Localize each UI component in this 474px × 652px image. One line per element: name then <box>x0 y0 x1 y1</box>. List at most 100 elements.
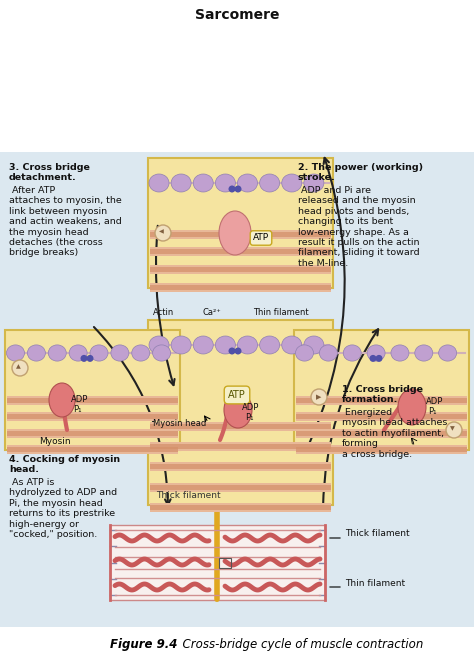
Ellipse shape <box>149 336 169 354</box>
Ellipse shape <box>215 174 236 192</box>
Ellipse shape <box>343 345 361 361</box>
Ellipse shape <box>446 422 462 438</box>
Ellipse shape <box>237 174 257 192</box>
Ellipse shape <box>90 345 108 361</box>
Ellipse shape <box>149 174 169 192</box>
Bar <box>150 483 331 492</box>
Ellipse shape <box>153 345 171 361</box>
Ellipse shape <box>260 336 280 354</box>
Ellipse shape <box>235 348 241 355</box>
Text: Actin: Actin <box>153 308 174 317</box>
Text: 2. The power (working)
stroke.: 2. The power (working) stroke. <box>298 163 423 183</box>
Ellipse shape <box>415 345 433 361</box>
Ellipse shape <box>228 186 236 192</box>
Bar <box>296 398 467 403</box>
Text: P₁: P₁ <box>73 405 82 414</box>
Text: 1. Cross bridge
formation.: 1. Cross bridge formation. <box>342 385 423 404</box>
Bar <box>7 431 178 436</box>
Text: Energized
myosin head attaches
to actin myofilament,
forming
a cross bridge.: Energized myosin head attaches to actin … <box>342 408 447 458</box>
Ellipse shape <box>311 389 327 405</box>
Text: Myosin head: Myosin head <box>153 419 206 428</box>
Bar <box>150 285 331 290</box>
Bar <box>296 412 467 421</box>
Ellipse shape <box>375 355 383 362</box>
Ellipse shape <box>304 174 324 192</box>
Ellipse shape <box>235 186 241 192</box>
Text: ATP: ATP <box>253 233 269 243</box>
Bar <box>294 330 469 450</box>
Ellipse shape <box>228 348 236 355</box>
Bar <box>150 422 331 431</box>
Text: Thick filament: Thick filament <box>156 491 220 500</box>
Bar <box>150 267 331 272</box>
Ellipse shape <box>171 174 191 192</box>
Ellipse shape <box>193 336 213 354</box>
Text: ADP and Pi are
released and the myosin
head pivots and bends,
changing to its be: ADP and Pi are released and the myosin h… <box>298 186 419 268</box>
Text: Thick filament: Thick filament <box>345 529 410 539</box>
Bar <box>7 396 178 405</box>
Bar <box>150 462 331 471</box>
Ellipse shape <box>224 392 252 428</box>
Text: Thin filament: Thin filament <box>253 308 309 317</box>
Text: ▶: ▶ <box>316 394 321 400</box>
Bar <box>150 265 331 274</box>
Bar <box>150 485 331 490</box>
Bar <box>296 396 467 405</box>
Bar <box>150 247 331 256</box>
Ellipse shape <box>295 345 313 361</box>
Ellipse shape <box>48 345 66 361</box>
Ellipse shape <box>367 345 385 361</box>
Text: 3. Cross bridge
detachment.: 3. Cross bridge detachment. <box>9 163 90 183</box>
Ellipse shape <box>27 345 46 361</box>
Text: ADP: ADP <box>242 403 259 412</box>
Bar <box>150 424 331 429</box>
Bar <box>150 444 331 449</box>
Ellipse shape <box>132 345 150 361</box>
Text: ▼: ▼ <box>450 426 455 431</box>
Ellipse shape <box>81 355 88 362</box>
Bar <box>5 330 180 450</box>
Bar <box>150 230 331 239</box>
Bar <box>150 505 331 510</box>
Bar <box>7 445 178 454</box>
Bar <box>110 525 325 600</box>
Ellipse shape <box>86 355 93 362</box>
Bar <box>148 158 333 288</box>
Ellipse shape <box>12 360 28 376</box>
Text: ATP: ATP <box>228 390 246 400</box>
Bar <box>296 429 467 438</box>
Ellipse shape <box>282 174 302 192</box>
Ellipse shape <box>319 345 337 361</box>
Bar <box>296 431 467 436</box>
Ellipse shape <box>69 345 87 361</box>
Bar <box>150 232 331 237</box>
Text: ADP: ADP <box>426 397 443 406</box>
Bar <box>150 464 331 469</box>
Ellipse shape <box>398 389 426 425</box>
Ellipse shape <box>237 336 257 354</box>
Text: Myosin: Myosin <box>39 437 71 446</box>
Text: Ca²⁺: Ca²⁺ <box>203 308 222 317</box>
Text: ADP: ADP <box>71 395 88 404</box>
Ellipse shape <box>215 336 236 354</box>
Bar <box>7 429 178 438</box>
Ellipse shape <box>304 336 324 354</box>
Bar <box>296 445 467 454</box>
Text: As ATP is
hydrolyzed to ADP and
Pi, the myosin head
returns to its prestrike
hig: As ATP is hydrolyzed to ADP and Pi, the … <box>9 478 117 539</box>
Ellipse shape <box>171 336 191 354</box>
Text: 4. Cocking of myosin
head.: 4. Cocking of myosin head. <box>9 455 120 475</box>
Ellipse shape <box>219 211 251 255</box>
Bar <box>0 152 474 627</box>
Bar <box>150 442 331 451</box>
Ellipse shape <box>49 383 75 417</box>
Text: After ATP
attaches to myosin, the
link between myosin
and actin weakens, and
the: After ATP attaches to myosin, the link b… <box>9 186 122 258</box>
Text: P₁: P₁ <box>245 413 254 422</box>
Ellipse shape <box>438 345 456 361</box>
Bar <box>7 447 178 452</box>
Bar <box>219 558 231 568</box>
Ellipse shape <box>155 225 171 241</box>
Text: Figure 9.4: Figure 9.4 <box>110 638 177 651</box>
Bar <box>7 414 178 419</box>
Text: ▲: ▲ <box>16 364 21 369</box>
Ellipse shape <box>193 174 213 192</box>
